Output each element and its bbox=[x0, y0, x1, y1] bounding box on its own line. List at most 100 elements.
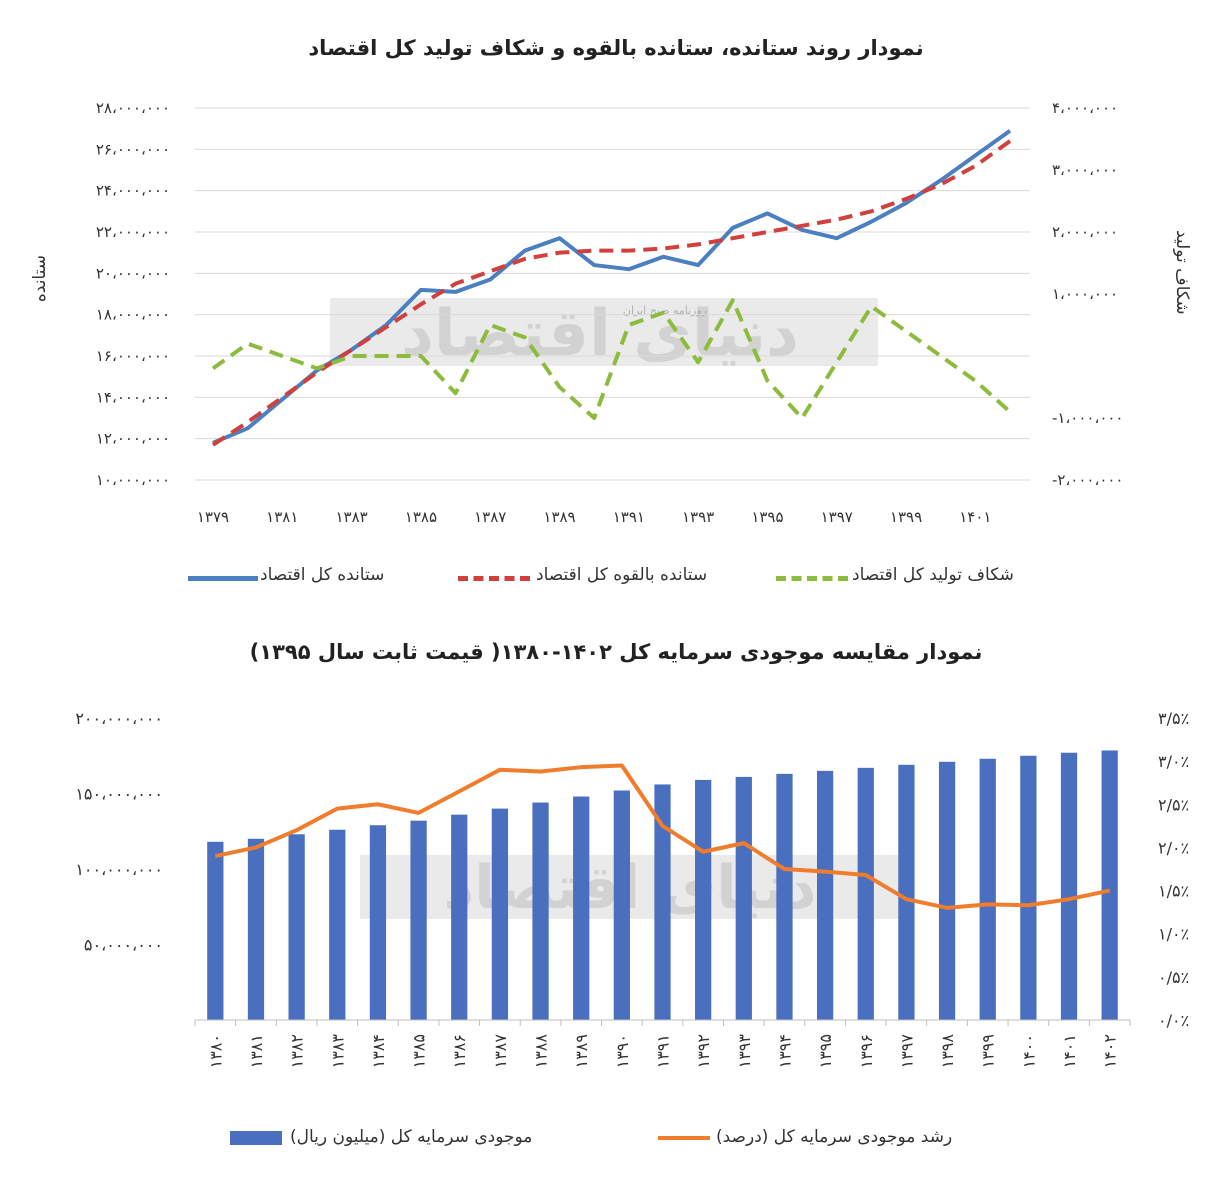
chart2-x-tick-label: ۱۳۹۲ bbox=[694, 1034, 713, 1068]
chart1-series-output-line bbox=[212, 129, 1012, 445]
chart2-bar bbox=[451, 814, 468, 1020]
chart1-series-output-gap-line bbox=[211, 298, 1012, 420]
chart2-growth-line bbox=[214, 763, 1111, 910]
chart1-y2-tick-label: ۴،۰۰۰،۰۰۰ bbox=[1052, 99, 1118, 117]
chart2-bar bbox=[288, 834, 305, 1020]
chart1-legend-potential: ستانده بالقوه کل اقتصاد bbox=[536, 565, 708, 585]
chart2-x-tick-label: ۱۴۰۱ bbox=[1060, 1034, 1079, 1068]
chart1-x-tick-label: ۱۳۸۹ bbox=[543, 508, 575, 526]
chart1-x-tick-label: ۱۳۸۳ bbox=[335, 508, 367, 526]
chart2-x-tick-label: ۱۳۸۰ bbox=[206, 1034, 225, 1068]
chart2-bar bbox=[532, 802, 549, 1020]
chart2-x-tick-label: ۱۳۸۵ bbox=[410, 1034, 429, 1068]
chart2-bar bbox=[816, 770, 834, 1020]
chart2-bar bbox=[1101, 750, 1118, 1020]
chart1-x-tick-label: ۱۳۸۱ bbox=[266, 508, 298, 526]
chart1-y2-tick-label: -۲،۰۰۰،۰۰۰ bbox=[1052, 471, 1124, 489]
chart1-x-tick-label: ۱۳۹۳ bbox=[682, 508, 714, 526]
chart2-x-tick-label: ۱۳۸۳ bbox=[328, 1034, 347, 1069]
chart1-x-tick-label: ۱۳۹۹ bbox=[890, 508, 922, 526]
chart1-y2-tick-label: ۲،۰۰۰،۰۰۰ bbox=[1052, 223, 1118, 241]
chart2-bar bbox=[247, 838, 265, 1020]
chart2-x-tick-label: ۱۳۹۱ bbox=[654, 1034, 673, 1068]
chart2-y-tick-label: ۱۰۰،۰۰۰،۰۰۰ bbox=[75, 860, 163, 879]
chart1-title: نمودار روند ستانده، ستانده بالقوه و شکاف… bbox=[308, 36, 924, 60]
chart1-x-tick-label: ۱۳۷۹ bbox=[197, 508, 229, 526]
chart2-bar bbox=[573, 796, 590, 1020]
chart1-x-tick-label: ۱۳۹۷ bbox=[821, 508, 853, 526]
chart1-y2-tick-label: -۱،۰۰۰،۰۰۰ bbox=[1052, 409, 1124, 427]
chart2-x-tick-label: ۱۳۸۶ bbox=[450, 1034, 469, 1068]
chart2-x-tick-label: ۱۳۹۷ bbox=[897, 1034, 916, 1069]
chart2-bar bbox=[207, 841, 224, 1020]
chart2-y2-tick-label: ۱/۰٪ bbox=[1158, 925, 1189, 944]
chart1-y-tick-label: ۲۲،۰۰۰،۰۰۰ bbox=[96, 223, 170, 241]
chart2-y-tick-label: ۲۰۰،۰۰۰،۰۰۰ bbox=[75, 709, 163, 728]
chart1-legend-output-swatch bbox=[188, 576, 258, 581]
chart2-bar bbox=[369, 825, 387, 1020]
chart2-x-tick-label: ۱۳۹۴ bbox=[775, 1034, 794, 1068]
chart2-x-tick-label: ۱۳۸۱ bbox=[247, 1034, 266, 1068]
chart2-x-tick-label: ۱۳۹۵ bbox=[816, 1034, 835, 1068]
chart1-y2-tick-label: ۱،۰۰۰،۰۰۰ bbox=[1052, 285, 1118, 303]
chart2-legend-growth: رشد موجودی سرمایه کل (درصد) bbox=[716, 1127, 953, 1147]
chart1-x-tick-label: ۱۳۹۱ bbox=[613, 508, 645, 526]
chart1-legend-potential-swatch bbox=[458, 576, 530, 581]
chart1-y2-axis-label: شکاف تولید bbox=[1172, 230, 1192, 315]
chart2-bar bbox=[857, 767, 874, 1020]
chart2-legend-growth-swatch bbox=[658, 1136, 710, 1140]
chart2-bar bbox=[491, 808, 509, 1020]
chart1-legend-gap: شکاف تولید کل اقتصاد bbox=[852, 565, 1014, 585]
chart2-bar bbox=[735, 776, 752, 1020]
chart1-x-tick-label: ۱۴۰۱ bbox=[959, 508, 991, 526]
chart2-bar bbox=[695, 779, 712, 1020]
chart2-x-tick-label: ۱۳۹۸ bbox=[938, 1034, 957, 1069]
chart1-legend-output: ستانده کل اقتصاد bbox=[260, 565, 385, 585]
chart2-y2-tick-label: ۲/۵٪ bbox=[1158, 795, 1189, 814]
chart2-bar bbox=[613, 790, 630, 1020]
chart2-bar bbox=[654, 784, 671, 1020]
chart2-bar bbox=[410, 820, 427, 1020]
chart1-y2-tick-label: ۳،۰۰۰،۰۰۰ bbox=[1052, 161, 1118, 179]
chart1-y-tick-label: ۱۲،۰۰۰،۰۰۰ bbox=[96, 430, 170, 448]
chart1-y-tick-label: ۲۰،۰۰۰،۰۰۰ bbox=[96, 264, 170, 282]
chart2-y2-tick-label: ۱/۵٪ bbox=[1158, 882, 1189, 901]
chart2-y2-tick-label: ۰/۰٪ bbox=[1158, 1011, 1189, 1030]
chart1-y-tick-label: ۲۸،۰۰۰،۰۰۰ bbox=[96, 99, 170, 117]
chart1-y-tick-label: ۲۶،۰۰۰،۰۰۰ bbox=[96, 140, 170, 158]
chart1-series-potential-output-line bbox=[211, 139, 1012, 447]
chart1-x-tick-label: ۱۳۸۵ bbox=[405, 508, 437, 526]
chart2-y2-tick-label: ۰/۵٪ bbox=[1158, 968, 1189, 987]
chart2-x-tick-label: ۱۴۰۲ bbox=[1101, 1034, 1120, 1068]
chart2-bar bbox=[979, 758, 996, 1020]
chart2-y2-tick-label: ۳/۰٪ bbox=[1158, 752, 1189, 771]
chart2-plot: دنیای اقتصاد۵۰،۰۰۰،۰۰۰۱۰۰،۰۰۰،۰۰۰۱۵۰،۰۰۰… bbox=[75, 709, 1189, 1069]
chart2-legend-stock: موجودی سرمایه کل (میلیون ریال) bbox=[290, 1127, 533, 1147]
chart2-bar bbox=[1020, 755, 1037, 1020]
chart2-x-tick-label: ۱۴۰۰ bbox=[1019, 1034, 1038, 1068]
chart2-y2-tick-label: ۳/۵٪ bbox=[1158, 709, 1189, 728]
chart2-y-tick-label: ۱۵۰،۰۰۰،۰۰۰ bbox=[75, 785, 163, 804]
chart2-y-tick-label: ۵۰،۰۰۰،۰۰۰ bbox=[84, 936, 163, 955]
chart1-y-tick-label: ۱۶،۰۰۰،۰۰۰ bbox=[96, 347, 170, 365]
chart2-x-tick-label: ۱۳۹۳ bbox=[735, 1034, 754, 1069]
chart2-title: نمودار مقایسه موجودی سرمایه کل ۱۴۰۲-۱۳۸۰… bbox=[249, 640, 983, 664]
chart1-x-tick-label: ۱۳۸۷ bbox=[474, 508, 506, 526]
watermark-subtext: روزنامه صبح ایران bbox=[623, 304, 707, 317]
chart1-x-tick-label: ۱۳۹۵ bbox=[751, 508, 783, 526]
chart2-x-tick-label: ۱۳۹۶ bbox=[857, 1034, 876, 1068]
chart2-bar bbox=[329, 829, 346, 1020]
chart2-x-tick-label: ۱۳۹۰ bbox=[613, 1034, 632, 1068]
chart2-legend-stock-swatch bbox=[230, 1131, 282, 1145]
chart2-x-tick-label: ۱۳۸۹ bbox=[572, 1034, 591, 1068]
watermark-text: دنیای اقتصاد bbox=[401, 297, 799, 371]
chart2-x-tick-label: ۱۳۸۲ bbox=[288, 1034, 307, 1068]
chart2-x-tick-label: ۱۳۹۹ bbox=[979, 1034, 998, 1068]
chart1-y-tick-label: ۲۴،۰۰۰،۰۰۰ bbox=[96, 182, 170, 200]
chart2-bar bbox=[938, 761, 956, 1020]
chart2-x-tick-label: ۱۳۸۴ bbox=[369, 1034, 388, 1068]
chart2-x-tick-label: ۱۳۸۷ bbox=[491, 1034, 510, 1069]
chart2-x-tick-label: ۱۳۸۸ bbox=[532, 1034, 551, 1069]
chart2-bar bbox=[1060, 752, 1078, 1020]
